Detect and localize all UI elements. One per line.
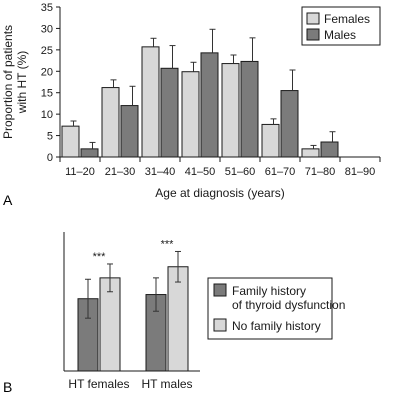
- legend-label-no-family-history: No family history: [232, 319, 321, 333]
- panel-b-legend-box: [207, 277, 333, 340]
- bar-females-6: [301, 148, 320, 158]
- panel-a-legend: Females Males: [301, 6, 381, 46]
- x-tick-label-2: 31–40: [145, 166, 176, 178]
- y-tick-label-25: 25: [41, 45, 53, 57]
- panel-b-bars: [77, 266, 189, 372]
- panel-a-x-label: Age at diagnosis (years): [155, 186, 284, 200]
- x-tick-label-5: 61–70: [265, 166, 296, 178]
- panel-b: *** *** HT females HT males B Family histo…: [3, 232, 345, 395]
- panel-b-x-ticks: HT females HT males: [68, 377, 192, 391]
- legend-label-family-history-line-1: Family history: [232, 284, 306, 298]
- x-tick-label-7: 81–90: [345, 166, 376, 178]
- legend-label-family-history: Family history of thyroid dysfunction: [232, 284, 345, 312]
- x-tick-label-3: 41–50: [185, 166, 216, 178]
- x-tick-label-1: 21–30: [105, 166, 136, 178]
- legend-label-family-history-line-2: of thyroid dysfunction: [232, 298, 345, 312]
- legend-label-males: Males: [324, 28, 356, 42]
- panel-a-letter: A: [3, 192, 13, 208]
- panel-a-y-label-line-2: with HT (%): [15, 51, 29, 114]
- y-tick-label-10: 10: [41, 109, 53, 121]
- bar-females-5: [261, 123, 280, 158]
- panel-a-bars: [61, 46, 339, 158]
- bar-males-4: [240, 60, 259, 158]
- bar-females-0: [61, 125, 80, 158]
- panel-b-annotations: *** ***: [93, 238, 175, 263]
- x-tick-label-6: 71–80: [305, 166, 336, 178]
- legend-swatch-family-history: [213, 283, 227, 297]
- panel-a-y-ticks: 0 5 10 15 20 25 30 35: [41, 2, 60, 164]
- x-tick-label-ht-females: HT females: [68, 377, 129, 391]
- panel-a-y-label: Proportion of patients with HT (%): [1, 25, 29, 139]
- panel-b-legend: Family history of thyroid dysfunction No…: [207, 277, 345, 340]
- significance-marker-0: ***: [93, 251, 107, 263]
- legend-swatch-no-family-history: [213, 318, 227, 332]
- bar-males-1: [120, 105, 139, 158]
- panel-a-error-bars: [70, 28, 336, 149]
- x-tick-label-0: 11–20: [65, 166, 95, 178]
- bar-females-1: [101, 87, 120, 158]
- panel-b-letter: B: [3, 379, 12, 395]
- bar-females-3: [181, 71, 200, 158]
- legend-label-females: Females: [324, 12, 370, 26]
- bar-females-2: [141, 46, 160, 158]
- y-tick-label-20: 20: [41, 66, 53, 78]
- bar-males-0: [80, 148, 99, 158]
- bar-males-3: [200, 52, 219, 158]
- legend-swatch-males: [306, 28, 320, 41]
- y-tick-label-35: 35: [41, 2, 53, 14]
- y-tick-label-15: 15: [41, 88, 53, 100]
- y-tick-label-0: 0: [47, 152, 53, 164]
- panel-a-y-label-line-1: Proportion of patients: [1, 25, 15, 139]
- bar-females-4: [221, 63, 240, 158]
- legend-swatch-females: [306, 12, 320, 25]
- x-tick-label-ht-males: HT males: [141, 377, 192, 391]
- panel-a-x-ticks: 11–20 21–30 31–40 41–50 51–60 61–70 71–80 81–90: [59, 157, 381, 178]
- bar-males-5: [280, 90, 299, 158]
- bar-males-2: [160, 67, 179, 158]
- x-tick-label-4: 51–60: [225, 166, 256, 178]
- y-tick-label-5: 5: [47, 131, 53, 143]
- panel-b-error-bars: [85, 250, 181, 319]
- panel-a: 0 5 10 15 20 25 30 35 11–20 21–30 31–40 41–50 51–60…: [1, 2, 381, 208]
- y-tick-label-30: 30: [41, 23, 53, 35]
- significance-marker-1: ***: [161, 238, 175, 250]
- bar-males-6: [320, 141, 339, 158]
